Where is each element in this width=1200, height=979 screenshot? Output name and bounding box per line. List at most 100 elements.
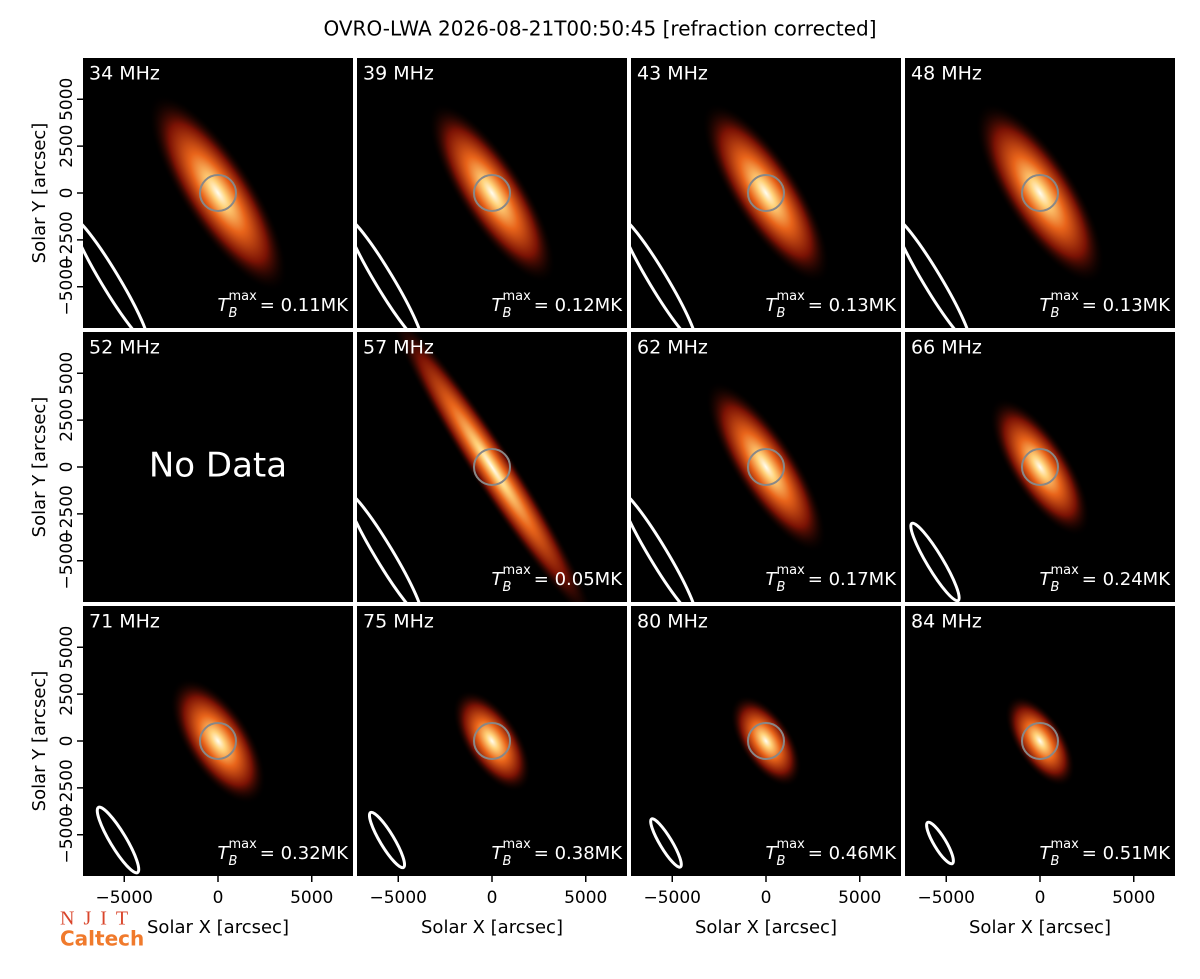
- frequency-label: 84 MHz: [911, 611, 982, 633]
- panel: [631, 58, 901, 328]
- tb-symbol: T: [1040, 295, 1053, 316]
- emission: [975, 102, 1105, 284]
- frequency-label: 39 MHz: [363, 63, 434, 85]
- y-tick-label: 2500: [57, 398, 77, 441]
- tb-sub: B: [503, 854, 512, 869]
- x-tick-label: 5000: [838, 888, 881, 908]
- beam: [631, 490, 698, 602]
- y-axis-label: Solar Y [arcsec]: [29, 671, 50, 812]
- frequency-label: 52 MHz: [89, 337, 160, 359]
- beam: [631, 216, 698, 328]
- tb-value: = 0.13MK: [1082, 295, 1171, 316]
- beam: [649, 817, 683, 869]
- tb-sub: B: [1051, 306, 1060, 321]
- emission: [428, 103, 556, 283]
- tb-symbol: T: [492, 569, 505, 590]
- x-axis-label: Solar X [arcsec]: [147, 917, 289, 938]
- tb-symbol: T: [766, 569, 779, 590]
- panel: [357, 606, 627, 876]
- tb-value: = 0.38MK: [534, 843, 623, 864]
- tb-value: = 0.51MK: [1082, 843, 1171, 864]
- solar-disk: [1021, 174, 1059, 212]
- tb-value: = 0.12MK: [534, 295, 623, 316]
- panel: [357, 332, 627, 602]
- y-tick-label: 5000: [57, 352, 77, 395]
- emission: [705, 381, 827, 553]
- tb-sup: max: [776, 837, 805, 852]
- x-tick-label: 0: [761, 888, 772, 908]
- tb-symbol: T: [218, 295, 231, 316]
- emission: [702, 103, 830, 283]
- tb-max: TBmax = 0.13MK: [1040, 289, 1172, 321]
- x-tick-label: −5000: [917, 888, 975, 908]
- panel: [631, 606, 901, 876]
- tb-value: = 0.32MK: [260, 843, 349, 864]
- solar-disk: [1021, 448, 1059, 486]
- tb-max: TBmax = 0.12MK: [492, 289, 624, 321]
- frequency-label: 62 MHz: [637, 337, 708, 359]
- panel: [905, 606, 1175, 876]
- beam: [925, 820, 955, 866]
- panel: [631, 332, 901, 602]
- tb-sup: max: [502, 837, 531, 852]
- tb-sup: max: [776, 289, 805, 304]
- solar-disk: [199, 722, 237, 760]
- tb-max: TBmax = 0.46MK: [766, 837, 898, 869]
- tb-symbol: T: [766, 295, 779, 316]
- y-tick-label: 0: [57, 462, 77, 473]
- y-tick-label: 5000: [57, 78, 77, 121]
- tb-value: = 0.17MK: [808, 569, 897, 590]
- tb-max: TBmax = 0.38MK: [492, 837, 624, 869]
- tb-sub: B: [777, 580, 786, 595]
- beam: [905, 216, 972, 328]
- tb-sup: max: [1050, 837, 1079, 852]
- beam: [357, 216, 424, 328]
- tb-sub: B: [777, 306, 786, 321]
- y-tick-label: −2500: [57, 485, 77, 543]
- emission: [170, 677, 266, 805]
- tb-sup: max: [502, 563, 531, 578]
- y-tick-label: 2500: [57, 672, 77, 715]
- tb-sup: max: [1050, 289, 1079, 304]
- beam: [909, 521, 961, 602]
- solar-disk: [747, 448, 785, 486]
- x-tick-label: −5000: [95, 888, 153, 908]
- tb-value: = 0.24MK: [1082, 569, 1171, 590]
- solar-disk: [747, 174, 785, 212]
- tb-sub: B: [503, 306, 512, 321]
- tb-sup: max: [1050, 563, 1079, 578]
- beam: [367, 810, 407, 870]
- y-tick-label: 0: [57, 736, 77, 747]
- logo-caltech: Caltech: [60, 927, 144, 951]
- solar-disk: [473, 174, 511, 212]
- tb-sub: B: [503, 580, 512, 595]
- panel: [83, 606, 353, 876]
- tb-symbol: T: [1040, 843, 1053, 864]
- panel: [83, 332, 353, 602]
- panel: [357, 58, 627, 328]
- x-axis-label: Solar X [arcsec]: [421, 917, 563, 938]
- x-tick-label: 5000: [1112, 888, 1155, 908]
- frequency-label: 80 MHz: [637, 611, 708, 633]
- no-data: No Data: [149, 446, 287, 486]
- frequency-label: 48 MHz: [911, 63, 982, 85]
- x-tick-label: 5000: [564, 888, 607, 908]
- tb-sup: max: [502, 289, 531, 304]
- y-tick-label: −2500: [57, 211, 77, 269]
- tb-sub: B: [229, 306, 238, 321]
- x-tick-label: 5000: [290, 888, 333, 908]
- tb-sup: max: [228, 289, 257, 304]
- frequency-label: 43 MHz: [637, 63, 708, 85]
- x-tick-label: 0: [213, 888, 224, 908]
- y-tick-label: −2500: [57, 759, 77, 817]
- x-axis-label: Solar X [arcsec]: [695, 917, 837, 938]
- tb-sup: max: [776, 563, 805, 578]
- frequency-label: 57 MHz: [363, 337, 434, 359]
- tb-symbol: T: [766, 843, 779, 864]
- y-axis-label: Solar Y [arcsec]: [29, 123, 50, 264]
- x-tick-label: 0: [1035, 888, 1046, 908]
- y-tick-label: 2500: [57, 124, 77, 167]
- x-tick-label: −5000: [369, 888, 427, 908]
- emission: [452, 690, 532, 792]
- panel: [905, 58, 1175, 328]
